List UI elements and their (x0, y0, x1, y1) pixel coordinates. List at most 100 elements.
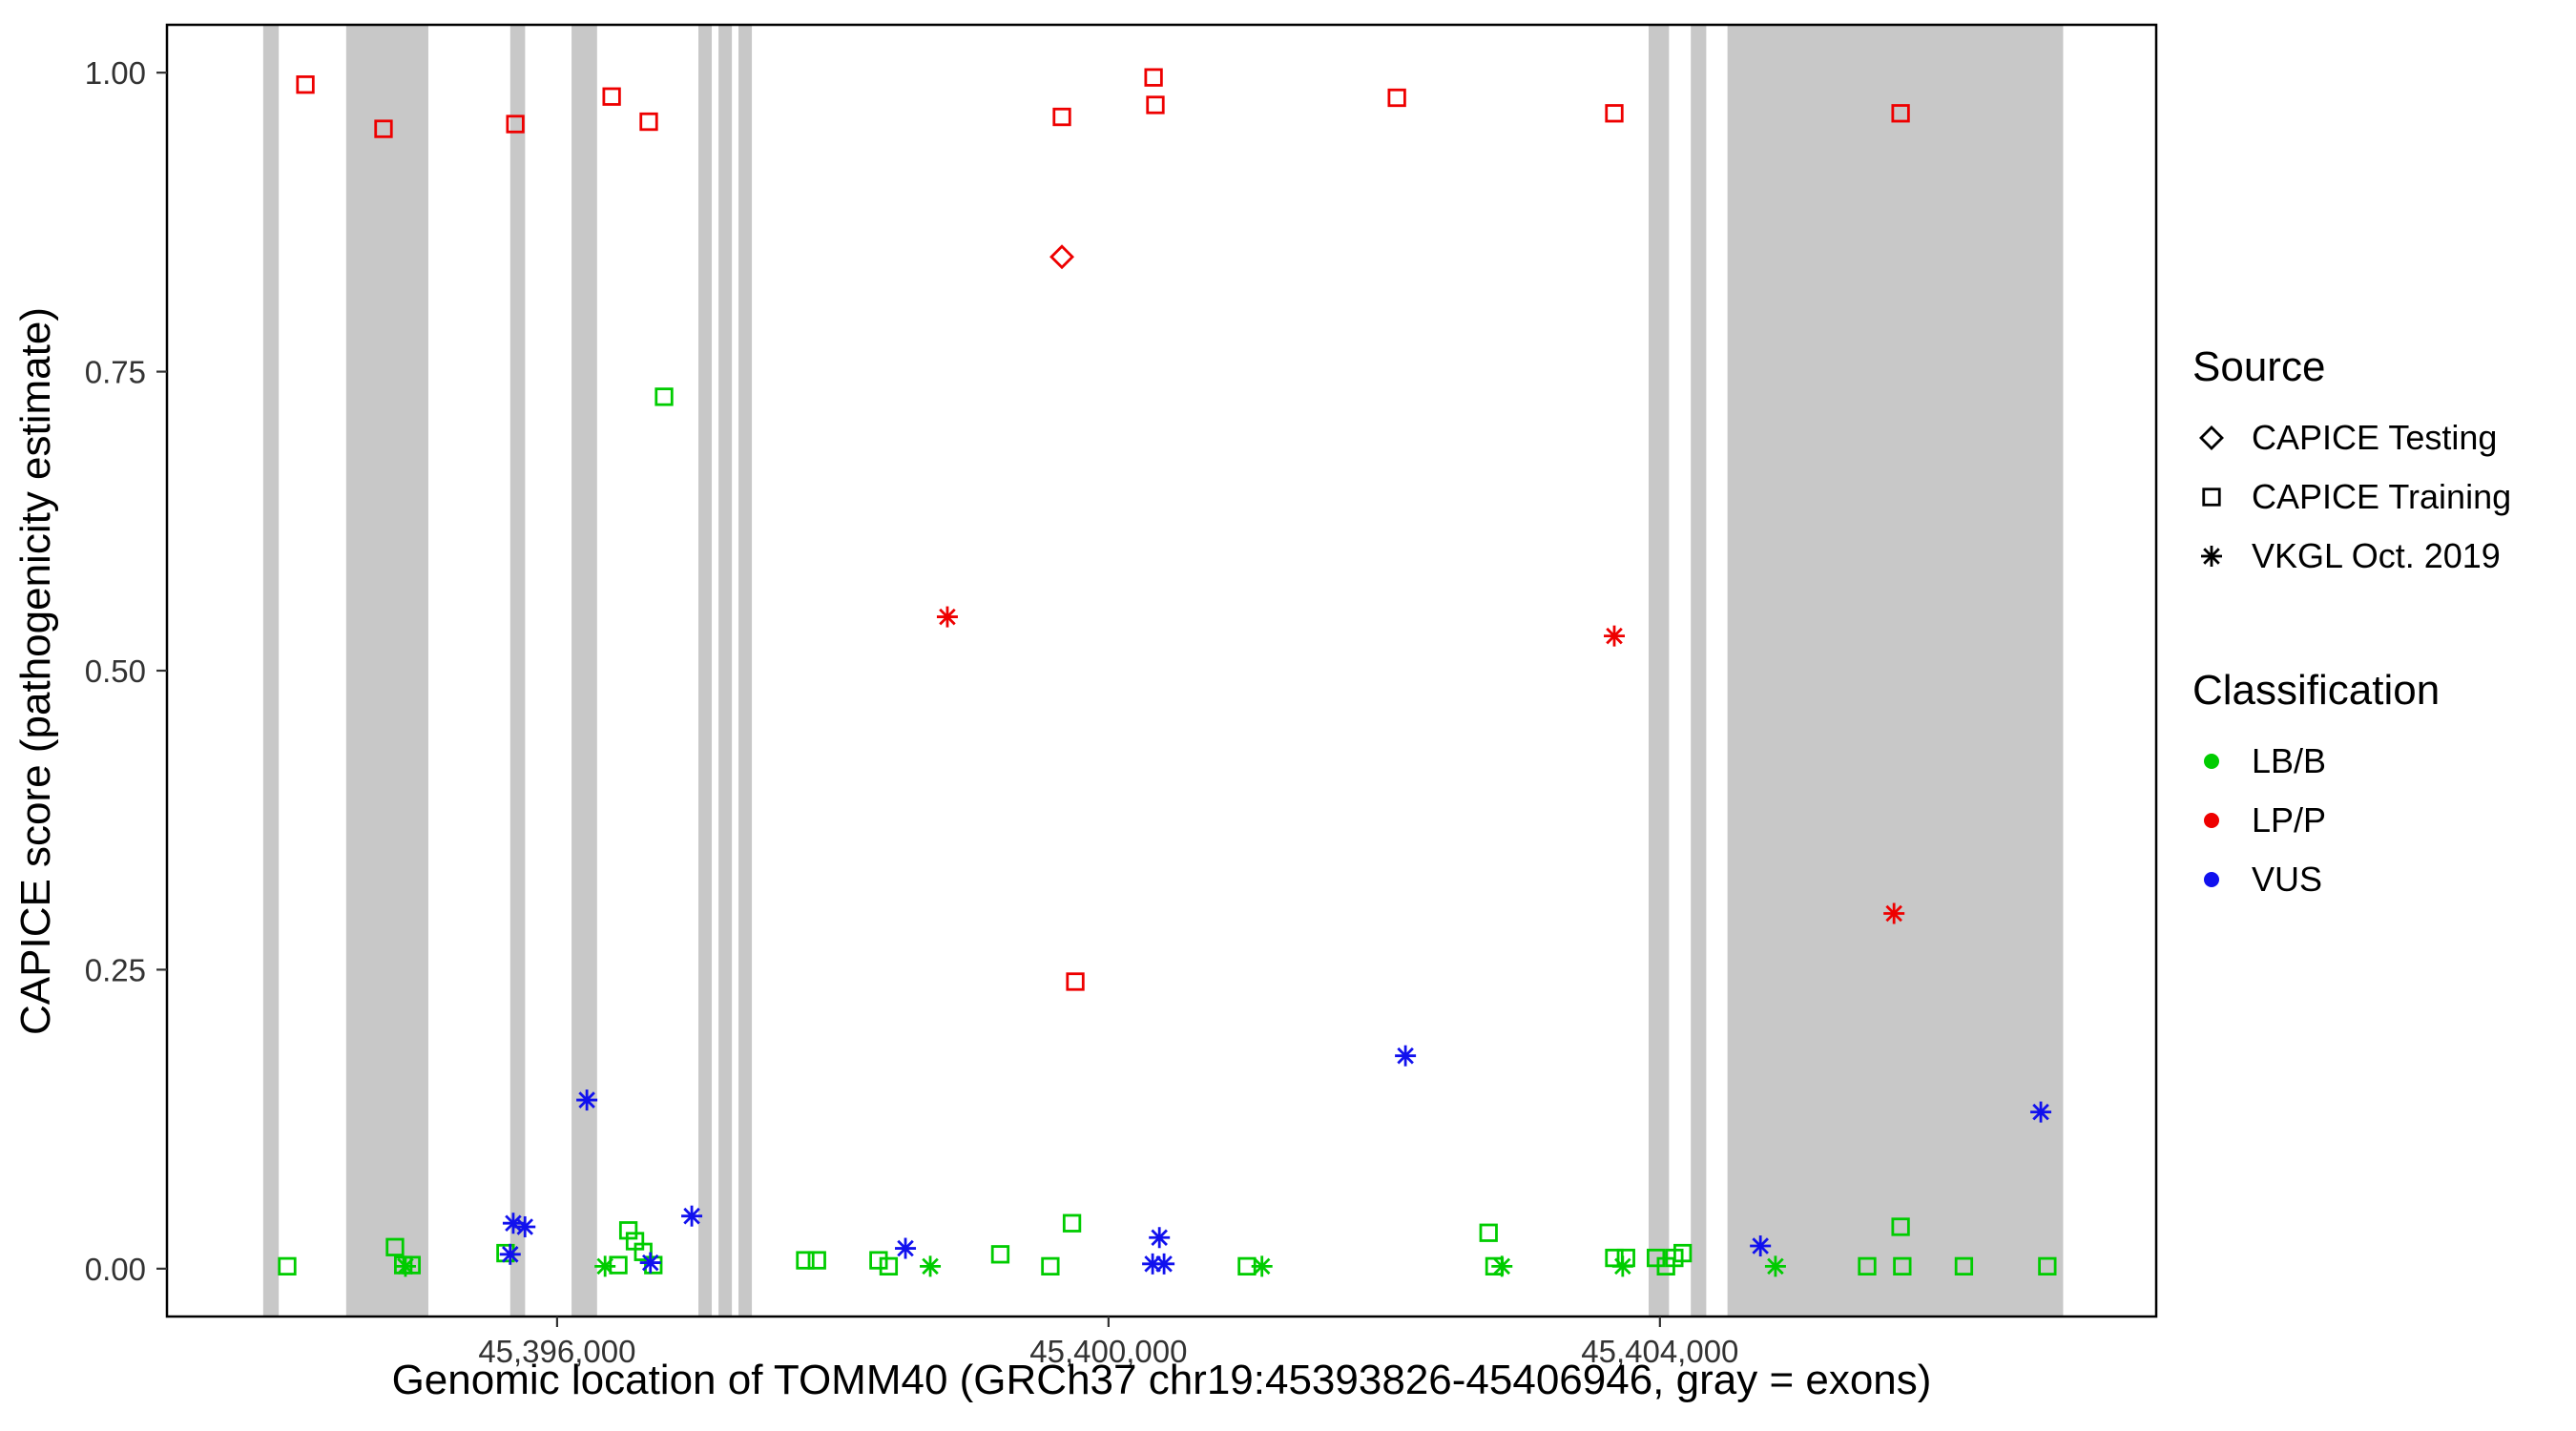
data-point-square (879, 1256, 899, 1275)
legend-item-source: CAPICE Testing (2192, 418, 2574, 458)
legend-item-label: CAPICE Training (2252, 477, 2512, 516)
data-point-square (374, 119, 393, 138)
x-tick-label: 45,396,000 (478, 1334, 635, 1369)
data-point-square (2202, 487, 2221, 507)
circle-icon (2204, 754, 2219, 769)
data-point-square (1066, 972, 1085, 991)
data-point-square (385, 1237, 405, 1256)
data-point-square (296, 75, 315, 94)
data-point-square (1062, 1213, 1082, 1233)
y-axis-title: CAPICE score (pathogenicity estimate) (12, 306, 59, 1035)
data-point-asterisk (2030, 1101, 2052, 1123)
exon-band (571, 25, 597, 1317)
data-point-asterisk (681, 1205, 703, 1227)
data-point-asterisk (2201, 546, 2222, 567)
legend-item-classification: LB/B (2192, 741, 2574, 781)
data-point-square (807, 1251, 826, 1270)
data-point-square (1041, 1256, 1060, 1275)
y-tick-label: 0.50 (85, 653, 146, 689)
exon-band (698, 25, 713, 1317)
data-point-square (1479, 1223, 1498, 1242)
legend-item-label: CAPICE Testing (2252, 418, 2498, 457)
data-point-asterisk (1611, 1255, 1633, 1277)
data-point-asterisk (1491, 1255, 1513, 1277)
data-point-square (1891, 104, 1910, 123)
x-axis-title: Genomic location of TOMM40 (GRCh37 chr19… (391, 1357, 1932, 1403)
exon-band (1648, 25, 1670, 1317)
data-point-asterisk (1750, 1235, 1772, 1257)
exon-band (738, 25, 753, 1317)
legend-item-label: LB/B (2252, 741, 2327, 780)
data-point-asterisk (576, 1089, 598, 1111)
legend-item-source: VKGL Oct. 2019 (2192, 536, 2574, 576)
data-point-square (506, 114, 525, 134)
data-point-square (1144, 68, 1163, 87)
data-point-square (796, 1251, 815, 1270)
data-point-asterisk (394, 1255, 416, 1277)
diamond-icon (2199, 425, 2224, 450)
data-point-square (990, 1245, 1010, 1264)
data-point-square (639, 112, 658, 132)
data-point-square (1605, 104, 1624, 123)
data-point-square (1891, 1217, 1910, 1236)
y-tick-label: 1.00 (85, 55, 146, 91)
y-tick-label: 0.25 (85, 952, 146, 987)
legend-item-label: VKGL Oct. 2019 (2252, 536, 2501, 575)
legend-item-source: CAPICE Training (2192, 477, 2574, 517)
data-point-diamond (1049, 244, 1075, 270)
data-point-asterisk (1604, 625, 1626, 647)
data-point-square (1893, 1256, 1912, 1275)
data-point-square (602, 87, 621, 106)
exon-band (718, 25, 733, 1317)
data-point-square (654, 387, 674, 406)
data-point-circle (2204, 872, 2219, 887)
circle-icon (2204, 813, 2219, 828)
data-point-asterisk (1395, 1045, 1417, 1067)
x-tick-label: 45,404,000 (1581, 1334, 1738, 1369)
legend: Source CAPICE Testing CAPICE Training VKGL… (2192, 343, 2574, 919)
data-point-square (1387, 88, 1406, 108)
data-point-asterisk (936, 606, 958, 628)
data-point-asterisk (895, 1237, 917, 1259)
data-point-asterisk (1251, 1255, 1273, 1277)
y-tick-label: 0.75 (85, 355, 146, 390)
data-point-asterisk (1764, 1255, 1786, 1277)
data-point-asterisk (639, 1252, 661, 1274)
data-point-asterisk (514, 1215, 536, 1237)
circle-icon (2204, 872, 2219, 887)
legend-classification-items: LB/B LP/P VUS (2192, 741, 2574, 900)
data-point-square (1673, 1243, 1693, 1263)
data-point-asterisk (594, 1255, 616, 1277)
data-point-square (1146, 95, 1165, 114)
data-point-asterisk (499, 1243, 521, 1265)
exon-band (262, 25, 280, 1317)
legend-item-classification: VUS (2192, 860, 2574, 900)
data-point-asterisk (920, 1255, 942, 1277)
legend-classification-title: Classification (2192, 667, 2441, 714)
y-tick-label: 0.00 (85, 1252, 146, 1287)
exon-band (345, 25, 428, 1317)
data-point-square (2038, 1256, 2057, 1275)
data-point-circle (2204, 754, 2219, 769)
data-point-square (644, 1255, 663, 1275)
data-point-asterisk (1149, 1227, 1171, 1249)
square-icon (2202, 487, 2221, 507)
y-axis-title-wrap: CAPICE score (pathogenicity estimate) (6, 25, 67, 1317)
x-tick-label: 45,400,000 (1029, 1334, 1187, 1369)
legend-item-label: VUS (2252, 860, 2323, 899)
data-point-circle (2204, 813, 2219, 828)
data-point-square (634, 1242, 653, 1261)
exon-band (1727, 25, 2064, 1317)
data-point-square (1052, 107, 1071, 127)
asterisk-icon (2201, 546, 2222, 567)
data-point-square (869, 1251, 888, 1270)
legend-item-classification: LP/P (2192, 800, 2574, 840)
exon-band (1691, 25, 1707, 1317)
data-point-square (1858, 1256, 1877, 1275)
data-point-asterisk (1153, 1253, 1175, 1275)
legend-item-label: LP/P (2252, 800, 2327, 840)
exon-band (509, 25, 526, 1317)
legend-source-items: CAPICE Testing CAPICE Training VKGL Oct. 2… (2192, 418, 2574, 576)
